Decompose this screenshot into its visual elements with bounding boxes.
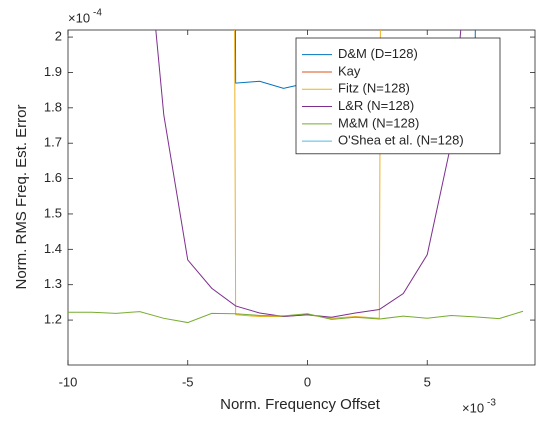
- y-tick-label: 1.9: [44, 64, 62, 79]
- x-tick-label: -5: [182, 374, 194, 389]
- y-tick-label: 1.4: [44, 241, 62, 256]
- series-line: [68, 310, 524, 324]
- x-tick-label: -10: [59, 374, 78, 389]
- y-tick-label: 1.6: [44, 170, 62, 185]
- legend-label: L&R (N=128): [338, 98, 414, 113]
- y-tick-label: 1.7: [44, 135, 62, 150]
- legend-label: O'Shea et al. (N=128): [338, 133, 464, 148]
- legend-label: Kay: [338, 63, 361, 78]
- legend-box: [295, 37, 501, 155]
- y-multiplier: ×10: [68, 10, 90, 25]
- x-tick-label: 5: [424, 374, 431, 389]
- x-axis-label: Norm. Frequency Offset: [220, 396, 381, 413]
- legend-label: Fitz (N=128): [338, 81, 410, 96]
- legend: D&M (D=128) Kay Fitz (N=128) L&R (N=128) M&M…: [295, 37, 501, 155]
- y-tick-label: 1.8: [44, 99, 62, 114]
- legend-label: D&M (D=128): [338, 46, 418, 61]
- y-tick-label: 1.3: [44, 276, 62, 291]
- x-multiplier: ×10: [462, 400, 484, 415]
- y-tick-label: 2: [55, 29, 62, 44]
- legend-label: M&M (N=128): [338, 115, 419, 130]
- y-tick-label: 1.2: [44, 312, 62, 327]
- y-tick-label: 1.5: [44, 205, 62, 220]
- x-exponent: -3: [487, 398, 496, 409]
- y-axis-label: Norm. RMS Freq. Est. Error: [13, 104, 30, 289]
- x-tick-label: 0: [304, 374, 311, 389]
- series-line: [155, 30, 462, 318]
- y-exponent: -4: [93, 8, 102, 19]
